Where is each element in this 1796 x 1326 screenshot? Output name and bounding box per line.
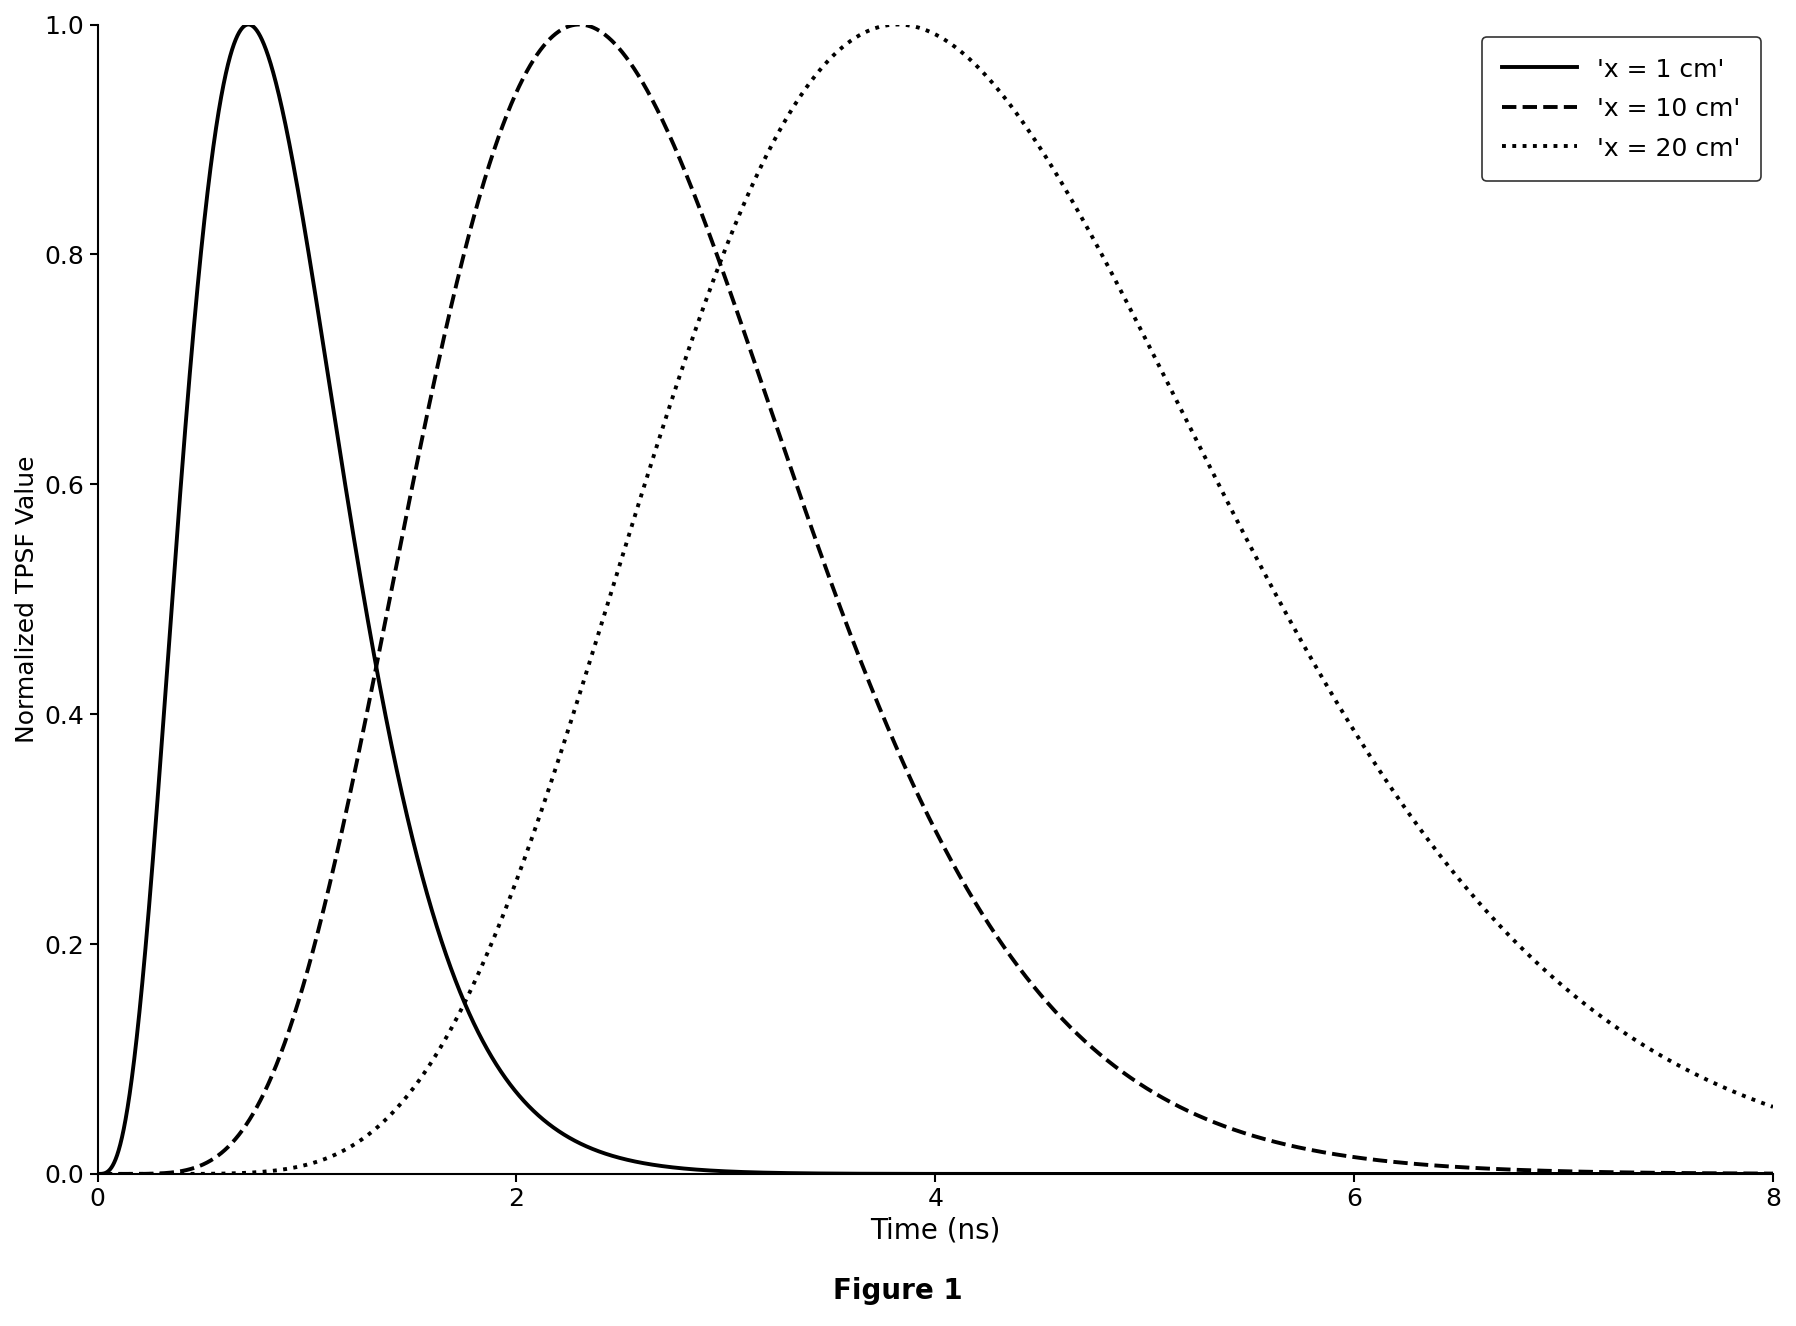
'x = 10 cm' (86, 1166, 108, 1181)
'x = 10 cm' (201, 1152, 223, 1168)
'x = 20 cm' (729, 207, 751, 223)
'x = 20 cm' (1096, 256, 1117, 272)
'x = 20 cm' (490, 912, 512, 928)
'x = 20 cm' (201, 1166, 223, 1181)
Text: Figure 1: Figure 1 (833, 1277, 963, 1306)
'x = 1 cm' (1096, 1166, 1117, 1181)
'x = 20 cm' (1331, 701, 1352, 717)
'x = 10 cm' (729, 310, 751, 326)
'x = 1 cm' (237, 16, 259, 32)
'x = 10 cm' (997, 943, 1018, 959)
'x = 20 cm' (887, 16, 909, 32)
'x = 20 cm' (86, 1166, 108, 1181)
'x = 1 cm' (1331, 1166, 1352, 1181)
'x = 10 cm' (1762, 1166, 1783, 1181)
Line: 'x = 20 cm': 'x = 20 cm' (97, 24, 1773, 1174)
'x = 10 cm' (1331, 1147, 1352, 1163)
Legend: 'x = 1 cm', 'x = 10 cm', 'x = 20 cm': 'x = 1 cm', 'x = 10 cm', 'x = 20 cm' (1482, 37, 1760, 182)
Y-axis label: Normalized TPSF Value: Normalized TPSF Value (14, 455, 40, 743)
X-axis label: Time (ns): Time (ns) (869, 1217, 1000, 1245)
'x = 10 cm' (490, 123, 512, 139)
'x = 1 cm' (1762, 1166, 1783, 1181)
'x = 20 cm' (1762, 1099, 1783, 1115)
'x = 1 cm' (997, 1166, 1018, 1181)
'x = 20 cm' (997, 93, 1018, 109)
'x = 1 cm' (86, 1166, 108, 1181)
Line: 'x = 1 cm': 'x = 1 cm' (97, 24, 1773, 1174)
'x = 1 cm' (490, 1063, 512, 1079)
'x = 10 cm' (569, 16, 591, 32)
'x = 1 cm' (201, 151, 223, 167)
'x = 10 cm' (1096, 1052, 1117, 1067)
Line: 'x = 10 cm': 'x = 10 cm' (97, 24, 1773, 1174)
'x = 1 cm' (729, 1164, 751, 1180)
